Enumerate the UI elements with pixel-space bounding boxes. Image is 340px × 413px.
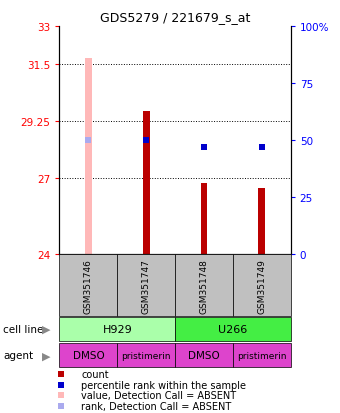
Text: GSM351748: GSM351748: [200, 258, 208, 313]
Bar: [258, 188, 265, 254]
Text: DMSO: DMSO: [188, 351, 220, 361]
Text: cell line: cell line: [3, 324, 44, 334]
Bar: [175, 317, 291, 341]
Text: rank, Detection Call = ABSENT: rank, Detection Call = ABSENT: [82, 401, 232, 411]
Text: pristimerin: pristimerin: [121, 351, 171, 360]
Text: H929: H929: [102, 324, 132, 334]
Bar: [233, 255, 291, 316]
Bar: [175, 255, 233, 316]
Bar: [59, 255, 117, 316]
Bar: [59, 317, 175, 341]
Text: value, Detection Call = ABSENT: value, Detection Call = ABSENT: [82, 390, 237, 400]
Text: ▶: ▶: [41, 324, 50, 334]
Text: GSM351746: GSM351746: [84, 258, 93, 313]
Bar: [117, 255, 175, 316]
Text: percentile rank within the sample: percentile rank within the sample: [82, 380, 246, 390]
Bar: [59, 344, 117, 368]
Text: DMSO: DMSO: [72, 351, 104, 361]
Text: agent: agent: [3, 351, 34, 361]
Bar: [175, 344, 233, 368]
Bar: [117, 344, 175, 368]
Title: GDS5279 / 221679_s_at: GDS5279 / 221679_s_at: [100, 11, 250, 24]
Text: pristimerin: pristimerin: [237, 351, 287, 360]
Bar: [233, 344, 291, 368]
Text: U266: U266: [218, 324, 248, 334]
Bar: [143, 112, 150, 254]
Text: ▶: ▶: [41, 351, 50, 361]
Bar: [85, 58, 92, 254]
Text: GSM351747: GSM351747: [142, 258, 151, 313]
Bar: [201, 183, 207, 254]
Text: count: count: [82, 369, 109, 379]
Text: GSM351749: GSM351749: [257, 258, 266, 313]
